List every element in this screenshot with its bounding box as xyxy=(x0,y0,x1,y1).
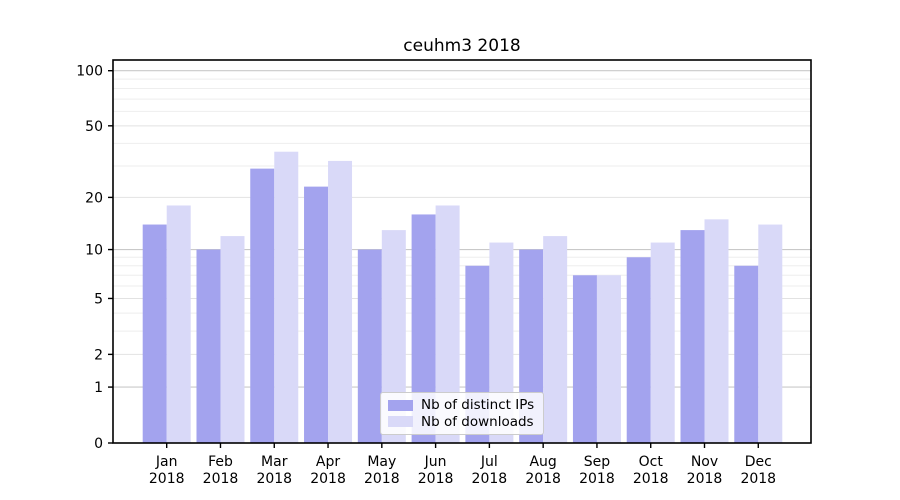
y-tick-label: 1 xyxy=(94,380,103,396)
plot-border xyxy=(112,59,812,444)
bar-distinct-ips xyxy=(142,224,167,443)
x-tick-label-year: 2018 xyxy=(633,471,669,487)
x-tick-label-month: Jul xyxy=(480,454,498,470)
x-tick-label-year: 2018 xyxy=(203,471,239,487)
bar-distinct-ips xyxy=(357,249,382,443)
x-tick-label-month: Oct xyxy=(639,454,664,470)
bar-downloads xyxy=(274,151,299,444)
bar-downloads xyxy=(328,160,353,443)
y-tick-label: 100 xyxy=(76,64,103,80)
y-tick-label: 5 xyxy=(94,291,103,307)
x-tick-label-month: Jan xyxy=(155,454,178,470)
x-tick-label-month: Dec xyxy=(745,454,772,470)
legend-label-distinct-ips: Nb of distinct IPs xyxy=(421,397,535,414)
bar-downloads xyxy=(704,219,729,443)
bar-distinct-ips xyxy=(626,257,651,443)
legend-label-downloads: Nb of downloads xyxy=(421,413,534,430)
x-tick-label-month: Aug xyxy=(529,454,556,470)
bar-downloads xyxy=(543,236,568,443)
bar-distinct-ips xyxy=(196,249,221,443)
bar-distinct-ips xyxy=(304,186,329,443)
x-tick-label-year: 2018 xyxy=(310,471,346,487)
x-tick-label-year: 2018 xyxy=(149,471,185,487)
x-tick-label-year: 2018 xyxy=(418,471,454,487)
x-tick-label-year: 2018 xyxy=(472,471,508,487)
legend-swatch-distinct-ips xyxy=(388,399,413,411)
x-tick-label-month: Feb xyxy=(208,454,233,470)
bar-downloads xyxy=(596,275,621,443)
bar-distinct-ips xyxy=(250,168,275,443)
legend-entry-distinct-ips: Nb of distinct IPs xyxy=(388,397,535,413)
bar-downloads xyxy=(166,205,191,443)
legend-entry-downloads: Nb of downloads xyxy=(388,414,535,430)
y-tick-label: 10 xyxy=(85,243,103,259)
x-tick-label-month: Mar xyxy=(261,454,288,470)
x-tick-label-year: 2018 xyxy=(256,471,292,487)
y-tick-label: 2 xyxy=(94,347,103,363)
x-tick-label-month: Sep xyxy=(584,454,611,470)
y-tick-label: 0 xyxy=(94,436,103,452)
x-tick-label-month: Apr xyxy=(316,454,340,470)
bar-downloads xyxy=(220,236,245,443)
y-tick-label: 20 xyxy=(85,190,103,206)
bar-downloads xyxy=(758,224,783,443)
bar-distinct-ips xyxy=(734,265,759,443)
legend: Nb of distinct IPs Nb of downloads xyxy=(380,392,544,435)
x-tick-label-month: May xyxy=(367,454,396,470)
bar-distinct-ips xyxy=(572,275,597,443)
y-tick-label: 50 xyxy=(85,119,103,135)
x-tick-label-year: 2018 xyxy=(364,471,400,487)
x-tick-label-month: Nov xyxy=(691,454,718,470)
x-tick-label-year: 2018 xyxy=(687,471,723,487)
x-tick-label-year: 2018 xyxy=(579,471,615,487)
bar-distinct-ips xyxy=(680,230,705,443)
legend-swatch-downloads xyxy=(388,416,413,428)
x-tick-label-year: 2018 xyxy=(525,471,561,487)
bar-downloads xyxy=(650,242,675,443)
x-tick-label-month: Jun xyxy=(424,454,447,470)
x-tick-label-year: 2018 xyxy=(740,471,776,487)
